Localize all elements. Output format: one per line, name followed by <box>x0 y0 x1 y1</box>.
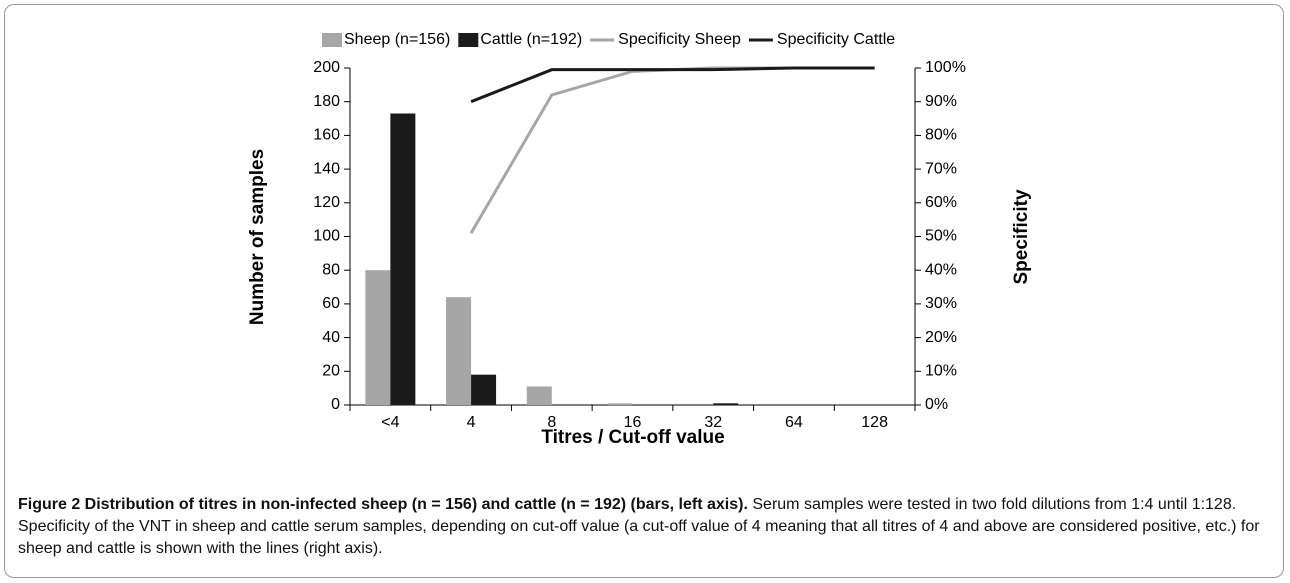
bar <box>471 374 497 405</box>
y2-tick-label: 90% <box>925 93 957 110</box>
x-tick-label: 8 <box>547 414 556 431</box>
caption: Figure 2 Distribution of titres in non-i… <box>18 494 1273 560</box>
legend-label: Sheep (n=156) <box>344 31 450 48</box>
x-tick-label: 16 <box>624 414 642 431</box>
y2-axis-title: Specificity <box>1011 189 1032 284</box>
y2-tick-label: 30% <box>925 295 957 312</box>
y-tick-label: 140 <box>313 160 340 177</box>
y2-tick-label: 60% <box>925 194 957 211</box>
legend-label: Specificity Cattle <box>777 31 895 48</box>
y-axis-title: Number of samples <box>247 149 268 325</box>
y2-tick-label: 100% <box>925 59 966 76</box>
y-tick-label: 180 <box>313 93 340 110</box>
y2-tick-label: 50% <box>925 228 957 245</box>
y-tick-label: 40 <box>322 329 340 346</box>
y-tick-label: 100 <box>313 228 340 245</box>
x-axis-title: Titres / Cut-off value <box>541 427 724 448</box>
caption-text: Serum samples were tested in two fold di… <box>18 496 1260 557</box>
legend-swatch <box>458 33 479 47</box>
y2-tick-label: 0% <box>925 396 948 413</box>
x-tick-label: 32 <box>704 414 722 431</box>
line <box>470 66 875 104</box>
bar <box>446 297 472 405</box>
y-tick-label: 160 <box>313 127 340 144</box>
legend-label: Specificity Sheep <box>618 31 741 48</box>
x-tick-label: <4 <box>381 414 399 431</box>
y-tick-label: 200 <box>313 59 340 76</box>
y-tick-label: 80 <box>322 261 340 278</box>
line <box>469 66 875 234</box>
caption-title: Figure 2 Distribution of titres in non-i… <box>18 496 748 513</box>
y-tick-label: 60 <box>322 295 340 312</box>
y2-tick-label: 80% <box>925 127 957 144</box>
y-tick-label: 120 <box>313 194 340 211</box>
y-tick-label: 0 <box>331 396 340 413</box>
figure-frame <box>4 4 1284 578</box>
bar <box>526 386 552 405</box>
x-tick-label: 128 <box>861 414 888 431</box>
y2-tick-label: 10% <box>925 363 957 380</box>
bar <box>365 270 391 405</box>
bar <box>390 113 416 406</box>
y2-tick-label: 70% <box>925 160 957 177</box>
chart: Titres / Cut-off value Number of samples… <box>247 31 1032 448</box>
y2-tick-label: 40% <box>925 261 957 278</box>
legend-swatch <box>322 33 342 47</box>
x-tick-label: 64 <box>785 414 803 431</box>
x-tick-label: 4 <box>467 414 476 431</box>
bar <box>713 403 739 405</box>
legend-label: Cattle (n=192) <box>480 31 582 48</box>
y-tick-label: 20 <box>322 363 340 380</box>
bar <box>607 403 633 405</box>
y2-tick-label: 20% <box>925 329 957 346</box>
